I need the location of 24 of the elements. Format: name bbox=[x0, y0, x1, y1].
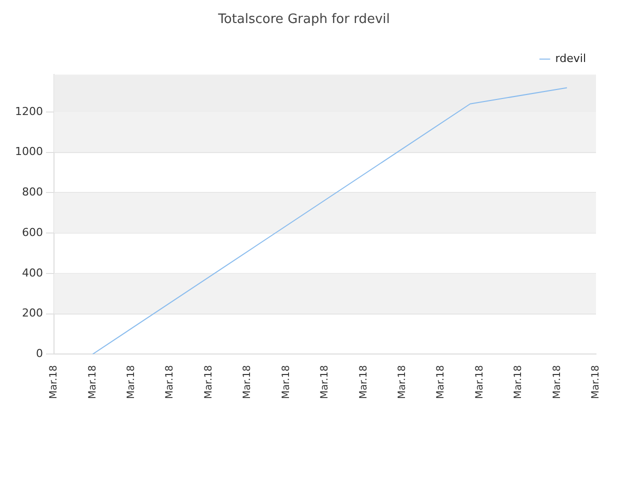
x-tick-label: Mar.18 bbox=[397, 365, 408, 400]
x-tick-label: Mar.18 bbox=[513, 365, 524, 400]
x-tick-label: Mar.18 bbox=[552, 365, 563, 400]
y-tick-label: 0 bbox=[36, 347, 43, 360]
x-tick-label: Mar.18 bbox=[164, 365, 176, 400]
x-tick-label: Mar.18 bbox=[242, 365, 254, 400]
x-tick-label: Mar.18 bbox=[590, 365, 602, 400]
chart-title: Totalscore Graph for rdevil bbox=[217, 12, 390, 28]
y-tick-label: 1200 bbox=[14, 104, 43, 118]
x-tick-label: Mar.18 bbox=[280, 365, 292, 400]
x-tick-label: Mar.18 bbox=[203, 365, 214, 400]
y-tick-label: 200 bbox=[22, 306, 43, 320]
y-tick-label: 1000 bbox=[14, 145, 43, 158]
x-tick-label: Mar.18 bbox=[358, 365, 370, 400]
y-tick-label: 400 bbox=[22, 266, 43, 280]
x-tick-label: Mar.18 bbox=[320, 365, 331, 400]
x-tick-label: Mar.18 bbox=[474, 365, 486, 400]
x-tick-label: Mar.18 bbox=[436, 365, 447, 400]
x-tick-label: Mar.18 bbox=[126, 365, 138, 400]
y-tick-label: 800 bbox=[22, 186, 43, 199]
legend-label: rdevil bbox=[555, 52, 586, 65]
y-tick-label: 600 bbox=[22, 226, 43, 239]
x-tick-label: Mar.18 bbox=[87, 365, 98, 400]
x-tick-label: Mar.18 bbox=[48, 365, 60, 400]
